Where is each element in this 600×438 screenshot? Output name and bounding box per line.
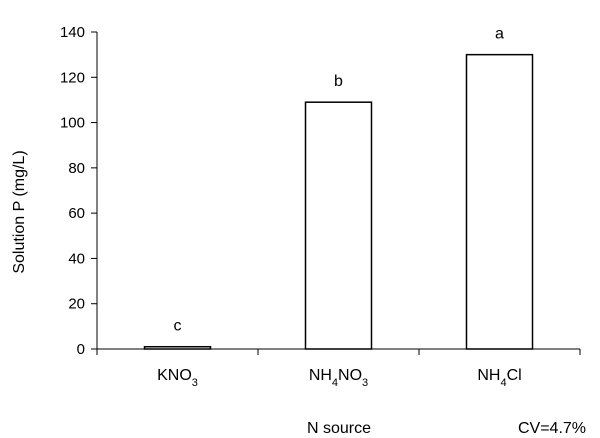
y-tick-label: 100 <box>60 115 85 132</box>
y-axis-label: Solution P (mg/L) <box>11 150 28 273</box>
x-tick-label: KNO3 <box>157 367 198 389</box>
y-tick-label: 140 <box>60 24 85 41</box>
bar <box>304 101 373 350</box>
labels: c KNO3 b NH4NO3 a NH4Cl <box>157 26 522 389</box>
x-tick-label: NH4NO3 <box>309 367 368 389</box>
y-tick-label: 60 <box>68 205 85 222</box>
y-tick-label: 0 <box>77 341 85 358</box>
bars <box>143 53 534 350</box>
significance-letter: c <box>174 318 182 335</box>
axes: 0 20 40 60 80 100 120 140 <box>60 24 581 358</box>
x-axis-label: N source <box>307 420 371 437</box>
significance-letter: b <box>334 73 343 90</box>
cv-note: CV=4.7% <box>518 420 586 437</box>
bar <box>143 345 212 350</box>
y-tick-label: 20 <box>68 296 85 313</box>
bar <box>465 53 534 350</box>
x-tick-label: NH4Cl <box>477 367 521 389</box>
y-tick-label: 40 <box>68 250 85 267</box>
significance-letter: a <box>495 26 504 43</box>
y-tick-label: 80 <box>68 160 85 177</box>
y-tick-label: 120 <box>60 69 85 86</box>
